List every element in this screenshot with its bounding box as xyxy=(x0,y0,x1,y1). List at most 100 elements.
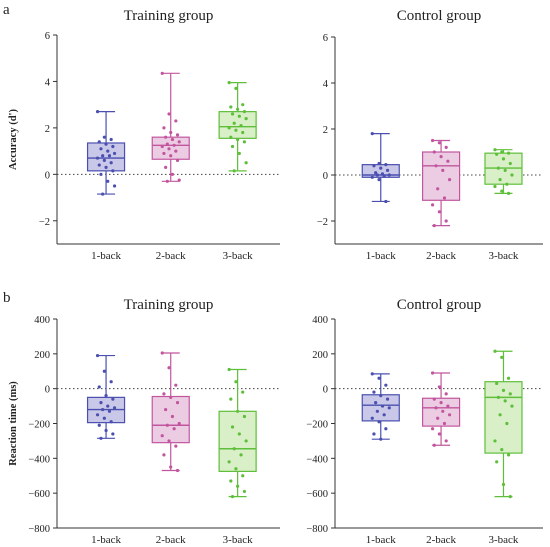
data-point xyxy=(167,147,171,151)
data-point xyxy=(111,397,115,401)
data-point xyxy=(239,453,243,457)
data-point xyxy=(97,385,101,389)
data-point xyxy=(99,436,103,440)
data-point xyxy=(104,428,108,433)
data-point xyxy=(242,110,247,114)
data-point xyxy=(232,447,236,451)
data-point xyxy=(372,164,376,168)
category-label: 3-back xyxy=(223,534,253,546)
data-point xyxy=(495,152,499,156)
data-point xyxy=(229,135,233,139)
box-3-back xyxy=(218,367,257,499)
category-label: 3-back xyxy=(223,250,253,262)
y-tick-label: −2 xyxy=(317,217,328,228)
box-2-back xyxy=(421,371,461,447)
data-point xyxy=(111,432,115,436)
data-point xyxy=(437,385,441,389)
data-point xyxy=(505,182,509,186)
data-point xyxy=(175,133,180,137)
data-point xyxy=(227,367,231,372)
data-point xyxy=(230,144,235,149)
data-point xyxy=(495,381,499,386)
data-point xyxy=(111,169,115,173)
box-2-back xyxy=(151,71,190,183)
data-point xyxy=(242,414,247,419)
category-label: 1-back xyxy=(91,534,121,546)
data-point xyxy=(230,425,235,429)
data-point xyxy=(384,427,388,431)
data-point xyxy=(97,163,101,167)
data-point xyxy=(437,210,441,214)
data-point xyxy=(244,117,248,121)
data-point xyxy=(506,191,511,195)
data-point xyxy=(227,81,231,85)
box-2-back xyxy=(421,138,461,228)
data-point xyxy=(106,404,110,408)
data-point xyxy=(160,434,164,438)
chart-panel-1: a Training group Accuracy (d') −2 0 2 4 6 1-back… xyxy=(3,2,280,262)
data-point xyxy=(109,420,113,424)
data-point xyxy=(102,416,106,420)
data-point xyxy=(106,179,110,183)
data-point xyxy=(432,224,436,228)
data-point xyxy=(177,421,181,426)
y-tick-label: 200 xyxy=(312,350,328,361)
data-point xyxy=(430,203,435,207)
data-point xyxy=(510,173,514,177)
data-point xyxy=(439,155,443,159)
data-point xyxy=(101,407,105,412)
category-label: 1-back xyxy=(366,534,396,546)
category-label: 1-back xyxy=(91,250,121,262)
data-point xyxy=(101,154,105,158)
y-tick-label: 0 xyxy=(323,385,328,396)
category-label: 2-back xyxy=(426,250,456,262)
data-point xyxy=(236,409,240,413)
data-point xyxy=(164,135,168,139)
data-point xyxy=(111,144,115,149)
data-point xyxy=(498,413,502,417)
data-point xyxy=(430,427,435,431)
data-point xyxy=(95,353,100,358)
data-point xyxy=(496,166,500,170)
data-point xyxy=(508,495,512,499)
data-point xyxy=(441,409,445,413)
data-point xyxy=(382,413,386,417)
data-point xyxy=(175,401,180,405)
data-point xyxy=(162,453,166,457)
data-point xyxy=(493,349,497,353)
data-point xyxy=(227,460,231,464)
data-point xyxy=(102,369,106,373)
data-point xyxy=(234,128,238,132)
data-point xyxy=(97,423,101,427)
panel-letter: a xyxy=(3,2,10,18)
chart-title: Control group xyxy=(397,297,482,313)
data-point xyxy=(437,432,441,436)
data-point xyxy=(241,474,245,478)
data-point xyxy=(104,394,108,398)
data-point xyxy=(169,465,173,469)
data-point xyxy=(175,158,180,162)
data-point xyxy=(164,407,168,412)
category-label: 1-back xyxy=(366,250,396,262)
y-tick-label: −2 xyxy=(39,217,50,228)
data-point xyxy=(385,168,390,172)
data-point xyxy=(506,151,511,155)
box-2-back xyxy=(151,351,190,473)
data-point xyxy=(170,414,175,419)
data-point xyxy=(241,390,245,394)
data-point xyxy=(503,399,507,403)
data-point xyxy=(236,137,240,142)
data-point xyxy=(109,137,113,142)
data-point xyxy=(493,184,497,189)
category-label: 3-back xyxy=(489,250,519,262)
y-tick-label: −600 xyxy=(306,489,328,500)
box-body xyxy=(151,395,190,444)
data-point xyxy=(101,192,105,196)
data-point xyxy=(234,380,238,384)
data-point xyxy=(112,151,117,156)
data-point xyxy=(112,406,117,410)
data-point xyxy=(508,161,512,166)
y-tick-label: −200 xyxy=(306,420,328,431)
data-point xyxy=(236,484,240,488)
data-point xyxy=(160,71,164,75)
